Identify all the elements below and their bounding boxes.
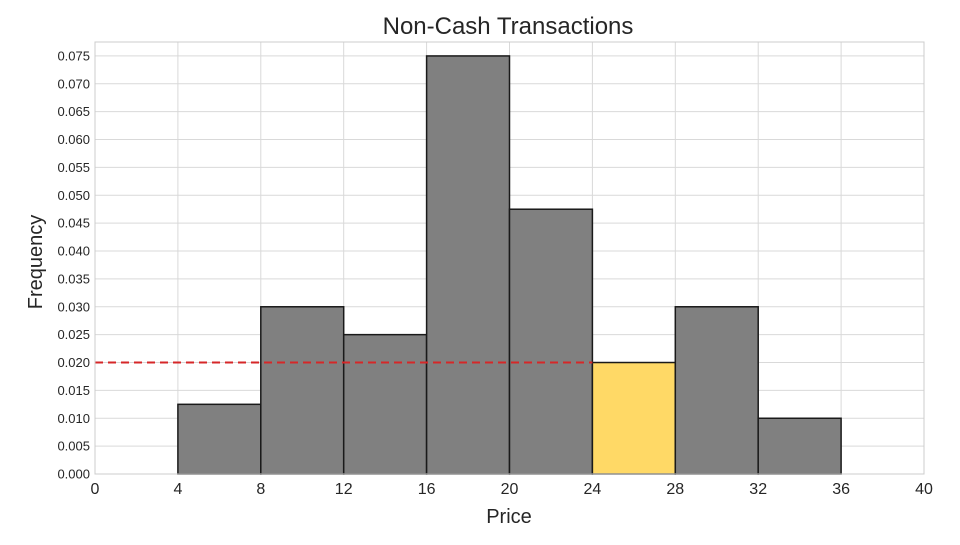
- y-tick-label: 0.030: [57, 299, 90, 314]
- x-tick-label: 36: [832, 481, 850, 498]
- y-tick-label: 0.070: [57, 76, 90, 91]
- x-axis-label: Price: [486, 506, 532, 528]
- x-tick-label: 16: [418, 481, 436, 498]
- x-tick-label: 4: [173, 481, 182, 498]
- y-tick-label: 0.045: [57, 216, 90, 231]
- y-tick-labels: 0.000 0.005 0.010 0.015 0.020 0.025 0.030 0.035…: [57, 48, 90, 481]
- y-tick-label: 0.000: [57, 467, 90, 482]
- plot-frame: [94, 41, 925, 475]
- x-tick-label: 8: [256, 481, 265, 498]
- histogram-bar: [425, 55, 511, 475]
- y-tick-label: 0.005: [57, 439, 90, 454]
- y-tick-label: 0.050: [57, 188, 90, 203]
- x-tick-label: 40: [915, 481, 933, 498]
- x-tick-label: 20: [501, 481, 519, 498]
- x-tick-label: 0: [91, 481, 100, 498]
- y-tick-label: 0.025: [57, 327, 90, 342]
- y-tick-label: 0.060: [57, 132, 90, 147]
- y-tick-label: 0.015: [57, 383, 90, 398]
- y-axis-label: Frequency: [25, 215, 47, 310]
- x-tick-labels: 0 4 8 12 16 20 24 28 32 36 40: [91, 481, 933, 498]
- x-tick-label: 28: [666, 481, 684, 498]
- y-tick-label: 0.075: [57, 48, 90, 63]
- y-tick-label: 0.010: [57, 411, 90, 426]
- y-tick-label: 0.035: [57, 271, 90, 286]
- histogram-bar: [757, 417, 842, 475]
- histogram-bar: [591, 361, 677, 475]
- y-tick-label: 0.065: [57, 104, 90, 119]
- y-tick-label: 0.055: [57, 160, 90, 175]
- histogram-bars: [177, 55, 842, 475]
- histogram-bar: [260, 306, 345, 475]
- x-tick-label: 12: [335, 481, 353, 498]
- x-tick-label: 32: [749, 481, 767, 498]
- histogram-bar: [674, 306, 759, 475]
- histogram-bar: [177, 403, 262, 475]
- histogram-bar: [342, 333, 428, 475]
- chart-title: Non-Cash Transactions: [383, 13, 634, 40]
- histogram-bar: [508, 208, 594, 475]
- y-tick-label: 0.020: [57, 355, 90, 370]
- x-tick-label: 24: [584, 481, 602, 498]
- y-tick-label: 0.040: [57, 244, 90, 259]
